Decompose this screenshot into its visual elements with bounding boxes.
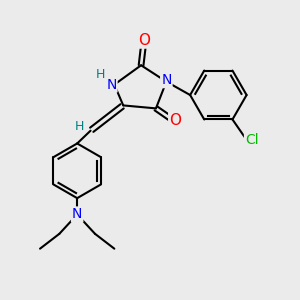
Text: N: N (72, 208, 83, 221)
Text: N: N (106, 78, 116, 92)
Text: H: H (95, 68, 105, 81)
Text: H: H (75, 120, 84, 133)
Text: O: O (169, 113, 181, 128)
Text: Cl: Cl (245, 133, 259, 147)
Text: O: O (138, 32, 150, 47)
Text: N: N (161, 73, 172, 87)
